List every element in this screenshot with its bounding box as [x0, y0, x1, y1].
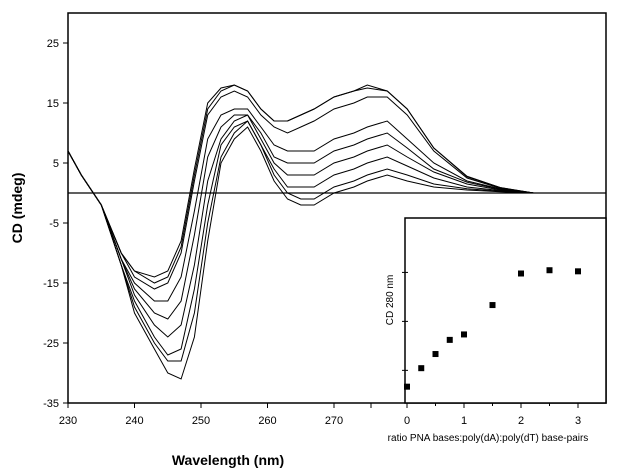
inset-data-point	[404, 383, 410, 390]
x-tick-label: 270	[325, 415, 343, 427]
y-tick-label: 5	[53, 158, 59, 170]
inset-data-point	[546, 267, 553, 274]
x-tick-label: 260	[258, 415, 276, 427]
cd-spectrum-line-2	[67, 120, 600, 362]
main-x-axis-title: Wavelength (nm)	[172, 452, 284, 468]
inset-data-point	[518, 270, 524, 277]
cd-spectrum-line-9	[67, 84, 600, 278]
inset-data-point	[575, 268, 581, 275]
x-tick-label: 250	[192, 415, 210, 427]
cd-spectrum-line-5	[67, 114, 600, 320]
y-tick-label: -5	[49, 218, 59, 230]
x-tick-label: 230	[59, 415, 77, 427]
y-tick-label: -15	[43, 278, 59, 290]
inset-x-tick-label: 0	[404, 415, 410, 427]
inset-points-group	[404, 267, 581, 390]
main-plot-frame	[67, 12, 607, 404]
cd-spectrum-line-7	[67, 90, 600, 290]
cd-spectrum-line-6	[67, 108, 600, 302]
inset-data-point	[418, 365, 425, 372]
cd-spectrum-line-4	[67, 114, 600, 338]
inset-x-tick-label: 3	[575, 415, 581, 427]
y-tick-label: 25	[47, 38, 59, 50]
inset-data-point	[446, 336, 453, 343]
cd-spectrum-line-1	[67, 126, 600, 380]
inset-x-axis-title: ratio PNA bases:poly(dA):poly(dT) base-p…	[388, 433, 589, 444]
inset-data-point	[461, 331, 467, 338]
inset-ticks-group: 0 1 2 3	[402, 271, 581, 427]
inset-panel	[404, 217, 607, 404]
cd-spectrum-line-3	[67, 120, 600, 356]
y-tick-label: 15	[47, 98, 59, 110]
x-tick-label: 240	[125, 415, 143, 427]
inset-data-point	[489, 302, 496, 309]
y-tick-label: -25	[43, 338, 59, 350]
inset-data-point	[432, 351, 439, 358]
inset-x-tick-label: 2	[518, 415, 524, 427]
y-tick-label: -35	[43, 398, 59, 410]
inset-y-axis-title: CD 280 nm	[385, 275, 396, 326]
main-y-axis-title: CD (mdeg)	[9, 173, 25, 244]
inset-x-tick-label: 1	[461, 415, 467, 427]
main-series-group	[67, 84, 600, 380]
